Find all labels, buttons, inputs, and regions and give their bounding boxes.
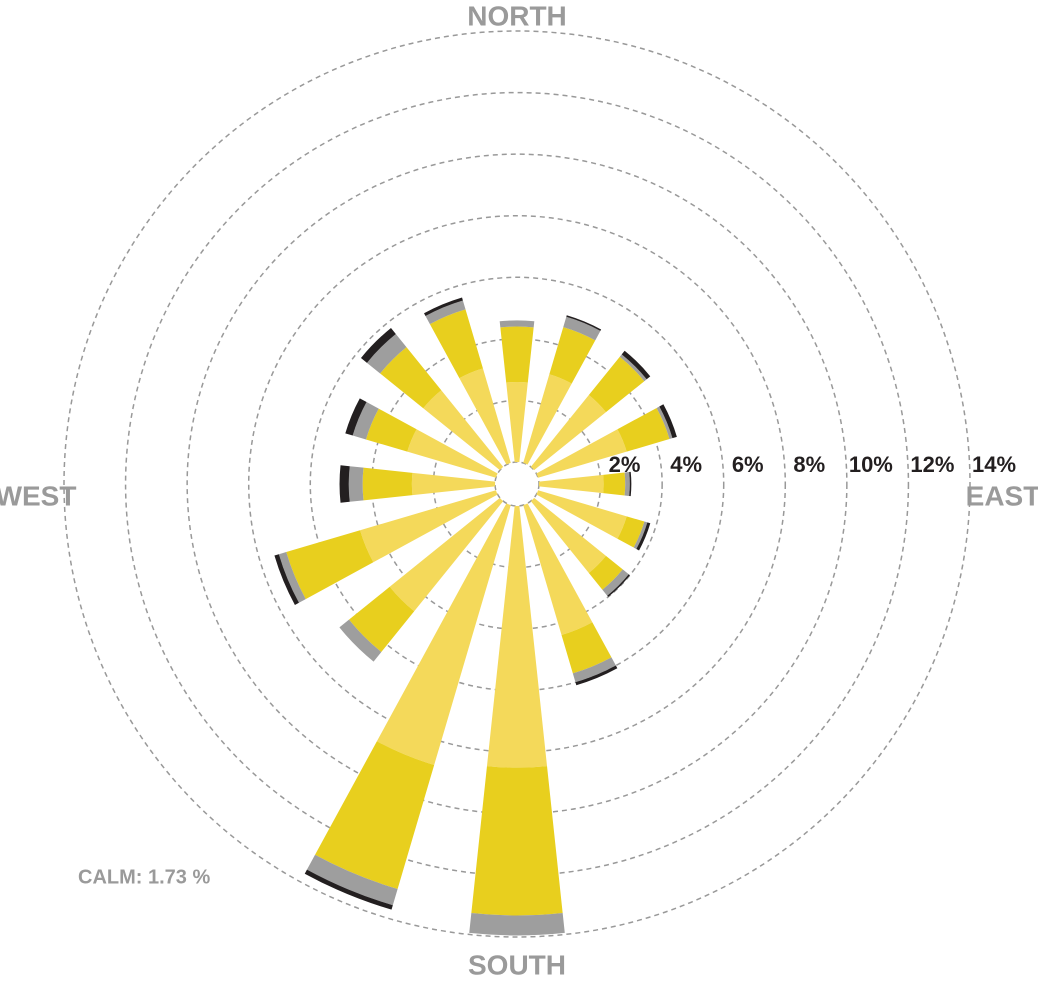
wind-segment (607, 574, 630, 597)
wind-segment (617, 516, 645, 548)
wind-segment (629, 471, 632, 497)
wind-segment (523, 374, 572, 465)
grid-circle (247, 214, 787, 754)
r-tick-label: 12% (910, 452, 954, 477)
wind-segment (588, 356, 645, 413)
wind-segment (274, 554, 299, 605)
south-label: SOUTH (468, 949, 566, 980)
wind-segment (659, 404, 677, 439)
r-tick-label: 8% (793, 452, 825, 477)
wind-segment (471, 766, 563, 916)
wind-segment (633, 521, 648, 550)
calm-label: CALM: 1.73 % (78, 866, 210, 888)
r-tick-label: 14% (972, 452, 1016, 477)
wind-segment (563, 316, 601, 341)
wind-segment (536, 490, 627, 539)
wind-segment (561, 622, 612, 674)
wind-segment (423, 390, 504, 471)
east-label: EAST (966, 480, 1038, 511)
wind-segment (499, 320, 535, 328)
wind-segment (621, 350, 651, 380)
north-label: NORTH (467, 0, 567, 31)
wind-segment (566, 315, 602, 331)
wind-segment (549, 327, 596, 384)
wind-segment (486, 505, 548, 768)
wind-segment (424, 297, 463, 316)
wind-segment (602, 569, 629, 596)
r-tick-label: 2% (609, 452, 641, 477)
wind-segment (617, 407, 670, 452)
wind-segment (575, 665, 618, 686)
tick-labels: 2% 4% 6% 8% 10% 12% 14% (609, 452, 1016, 477)
wind-segment (572, 657, 616, 683)
wind-segment (624, 472, 630, 496)
wind-segment (588, 555, 623, 590)
calm-circle (494, 461, 540, 507)
grid-circle (63, 30, 971, 938)
wind-segment (345, 398, 367, 436)
r-tick-label: 6% (732, 452, 764, 477)
wind-segment (286, 530, 374, 600)
wind-segment (619, 354, 647, 382)
r-tick-label: 4% (670, 452, 702, 477)
west-label: WEST (0, 480, 76, 511)
wind-segment (306, 854, 398, 906)
wind-segment (530, 497, 606, 573)
wind-segment (339, 619, 382, 662)
wind-segment (506, 381, 528, 463)
wind-segment (366, 333, 407, 374)
r-tick-label: 10% (849, 452, 893, 477)
wind-segment (429, 309, 483, 379)
wind-segment (459, 368, 511, 465)
wind-segment (362, 467, 413, 501)
wind-segment (411, 472, 496, 496)
wind-segment (656, 406, 673, 440)
wind-segment (603, 472, 626, 496)
wind-segment (523, 503, 593, 636)
wind-segment (360, 327, 396, 363)
wind-segment (538, 474, 604, 494)
wind-segment (278, 552, 306, 603)
wind-segment (380, 347, 442, 409)
wind-segment (360, 490, 498, 563)
wind-segment (304, 869, 393, 910)
wind-segment (536, 429, 627, 478)
wind-segment (376, 503, 511, 765)
wind-segment (315, 741, 435, 889)
wind-segment (348, 466, 364, 502)
wind-segment (339, 465, 350, 503)
wind-segment (636, 522, 651, 551)
wind-segment (407, 429, 498, 478)
wind-segment (425, 300, 466, 325)
wind-segment (389, 497, 504, 612)
wind-segment (500, 326, 534, 383)
bars (274, 297, 677, 936)
wind-segment (469, 913, 565, 936)
wind-segment (530, 395, 606, 471)
wind-segment (352, 402, 379, 440)
wind-segment (365, 408, 417, 452)
wind-segment (348, 586, 415, 653)
